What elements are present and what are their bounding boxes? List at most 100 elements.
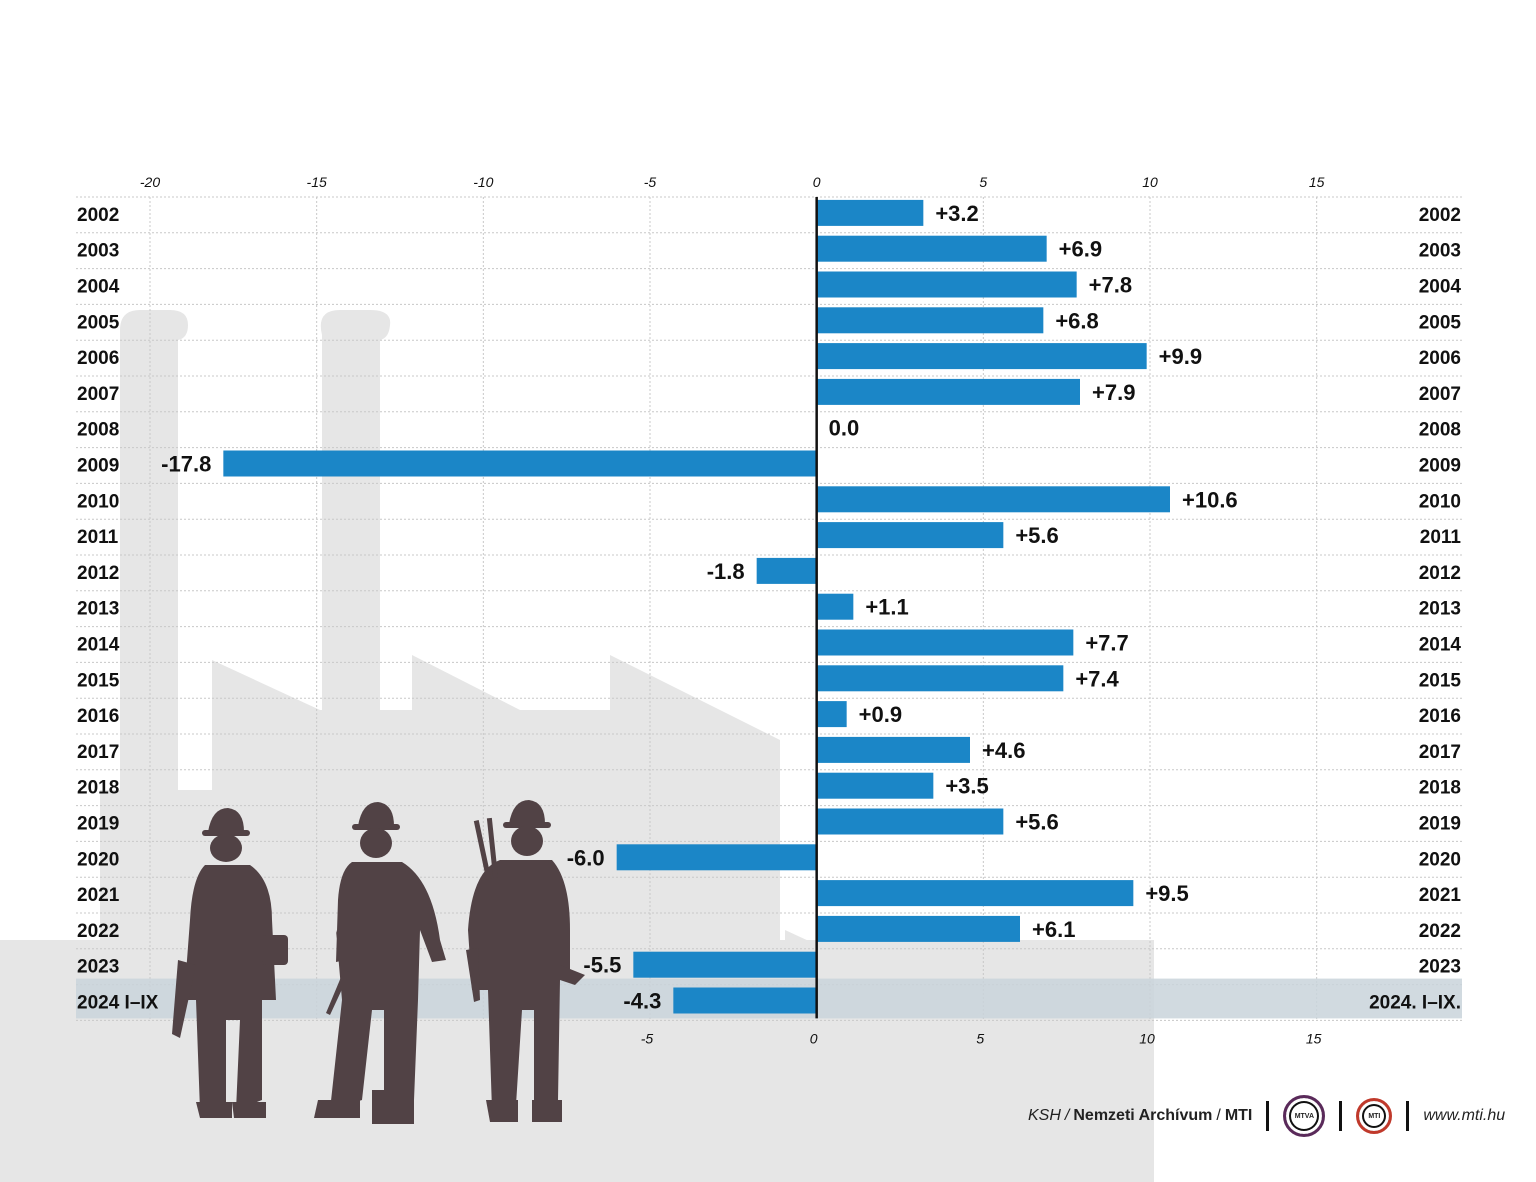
- bar-2004: [816, 271, 1077, 298]
- year-label-right-2009: 2009: [1419, 456, 1461, 477]
- top-tick--5: -5: [644, 174, 657, 190]
- year-label-right-2011: 2011: [1420, 527, 1462, 548]
- value-label-2022: +6.1: [1032, 917, 1075, 942]
- value-label-2010: +10.6: [1182, 487, 1238, 512]
- year-label-right-2016: 2016: [1419, 706, 1461, 727]
- bar-2023: [633, 951, 817, 978]
- bar-2021: [816, 880, 1134, 907]
- bottom-tick-15: 15: [1306, 1030, 1322, 1046]
- value-label-2012: -1.8: [707, 559, 745, 584]
- top-tick-10: 10: [1142, 174, 1158, 190]
- top-tick-15: 15: [1309, 174, 1325, 190]
- value-label-2015: +7.4: [1075, 666, 1119, 691]
- bars: [223, 199, 1170, 1014]
- year-label-left-2019: 2019: [77, 814, 119, 835]
- value-label-2021: +9.5: [1145, 881, 1188, 906]
- source-ksh: KSH: [1028, 1107, 1061, 1124]
- year-label-left-2022: 2022: [77, 921, 119, 942]
- value-label-2006: +9.9: [1159, 344, 1202, 369]
- year-label-right-2014: 2014: [1419, 635, 1462, 656]
- year-label-left-2012: 2012: [77, 563, 119, 584]
- source-slash-2: /: [1216, 1107, 1221, 1124]
- year-label-left-2018: 2018: [77, 778, 119, 799]
- year-label-right-2017: 2017: [1419, 742, 1461, 763]
- value-label-2003: +6.9: [1059, 237, 1102, 262]
- bar-2009: [223, 450, 817, 477]
- top-tick--10: -10: [473, 174, 493, 190]
- value-label-2024: -4.3: [623, 989, 661, 1014]
- bar-2013: [816, 593, 854, 620]
- bar-2006: [816, 343, 1147, 370]
- year-label-left-2013: 2013: [77, 599, 119, 620]
- bar-2014: [816, 629, 1074, 656]
- top-tick--20: -20: [140, 174, 160, 190]
- separator-1: [1266, 1101, 1270, 1131]
- year-label-right-2018: 2018: [1419, 778, 1461, 799]
- year-label-left-2024: 2024 I–IX: [77, 993, 159, 1014]
- year-label-left-2005: 2005: [77, 312, 120, 333]
- bottom-tick-0: 0: [810, 1030, 818, 1046]
- separator-3: [1406, 1101, 1410, 1131]
- chimney-middle: [320, 310, 391, 780]
- value-label-2009: -17.8: [161, 452, 211, 477]
- value-label-2011: +5.6: [1015, 523, 1058, 548]
- bar-2011: [816, 522, 1004, 549]
- bar-2007: [816, 378, 1080, 405]
- year-label-left-2003: 2003: [77, 241, 119, 262]
- year-label-right-2020: 2020: [1419, 849, 1461, 870]
- year-label-left-2004: 2004: [77, 277, 120, 298]
- mti-logo: MTI: [1356, 1098, 1393, 1134]
- top-tick-0: 0: [813, 174, 821, 190]
- year-label-right-2021: 2021: [1419, 885, 1462, 906]
- bar-2012: [756, 557, 817, 584]
- year-label-left-2021: 2021: [77, 885, 120, 906]
- workers-silhouette: [172, 800, 585, 1124]
- year-label-right-2002: 2002: [1419, 205, 1461, 226]
- year-label-right-2012: 2012: [1419, 563, 1461, 584]
- year-label-left-2015: 2015: [77, 670, 120, 691]
- value-label-2014: +7.7: [1085, 631, 1128, 656]
- grid: [76, 196, 1462, 1021]
- worker-right: [466, 800, 585, 1122]
- year-label-right-2022: 2022: [1419, 921, 1461, 942]
- value-label-2007: +7.9: [1092, 380, 1135, 405]
- bar-2018: [816, 772, 934, 799]
- separator-2: [1339, 1101, 1343, 1131]
- bar-2005: [816, 307, 1044, 334]
- bar-2019: [816, 808, 1004, 835]
- bar-2017: [816, 736, 970, 763]
- year-label-right-2019: 2019: [1419, 814, 1461, 835]
- year-label-left-2011: 2011: [77, 527, 119, 548]
- labels: +3.2 2002 2002 +6.9 2003 2003 +7.8 2004 2004 +6.8…: [77, 174, 1461, 1046]
- value-label-2018: +3.5: [945, 774, 988, 799]
- year-label-left-2017: 2017: [77, 742, 119, 763]
- year-label-left-2010: 2010: [77, 491, 119, 512]
- year-label-left-2008: 2008: [77, 420, 119, 441]
- value-label-2005: +6.8: [1055, 308, 1098, 333]
- factory-background: [0, 310, 1154, 1182]
- source-slash-1: /: [1064, 1107, 1070, 1124]
- year-label-right-2006: 2006: [1419, 348, 1461, 369]
- year-label-left-2007: 2007: [77, 384, 119, 405]
- value-label-2020: -6.0: [567, 845, 605, 870]
- value-label-2002: +3.2: [935, 201, 978, 226]
- website-link[interactable]: www.mti.hu: [1423, 1107, 1506, 1124]
- value-label-2008: 0.0: [829, 416, 860, 441]
- value-label-2016: +0.9: [859, 702, 902, 727]
- bar-2022: [816, 915, 1020, 942]
- bar-2024: [673, 987, 817, 1014]
- bar-2002: [816, 199, 924, 226]
- year-label-right-2024: 2024. I–IX.: [1369, 993, 1461, 1014]
- year-label-left-2009: 2009: [77, 456, 119, 477]
- year-label-right-2004: 2004: [1419, 277, 1462, 298]
- year-label-right-2008: 2008: [1419, 420, 1461, 441]
- bar-2010: [816, 486, 1170, 513]
- bar-2020: [616, 844, 817, 871]
- year-label-right-2015: 2015: [1419, 670, 1462, 691]
- year-label-right-2010: 2010: [1419, 491, 1461, 512]
- year-label-left-2006: 2006: [77, 348, 119, 369]
- bottom-tick-10: 10: [1139, 1030, 1155, 1046]
- worker-left: [172, 808, 288, 1118]
